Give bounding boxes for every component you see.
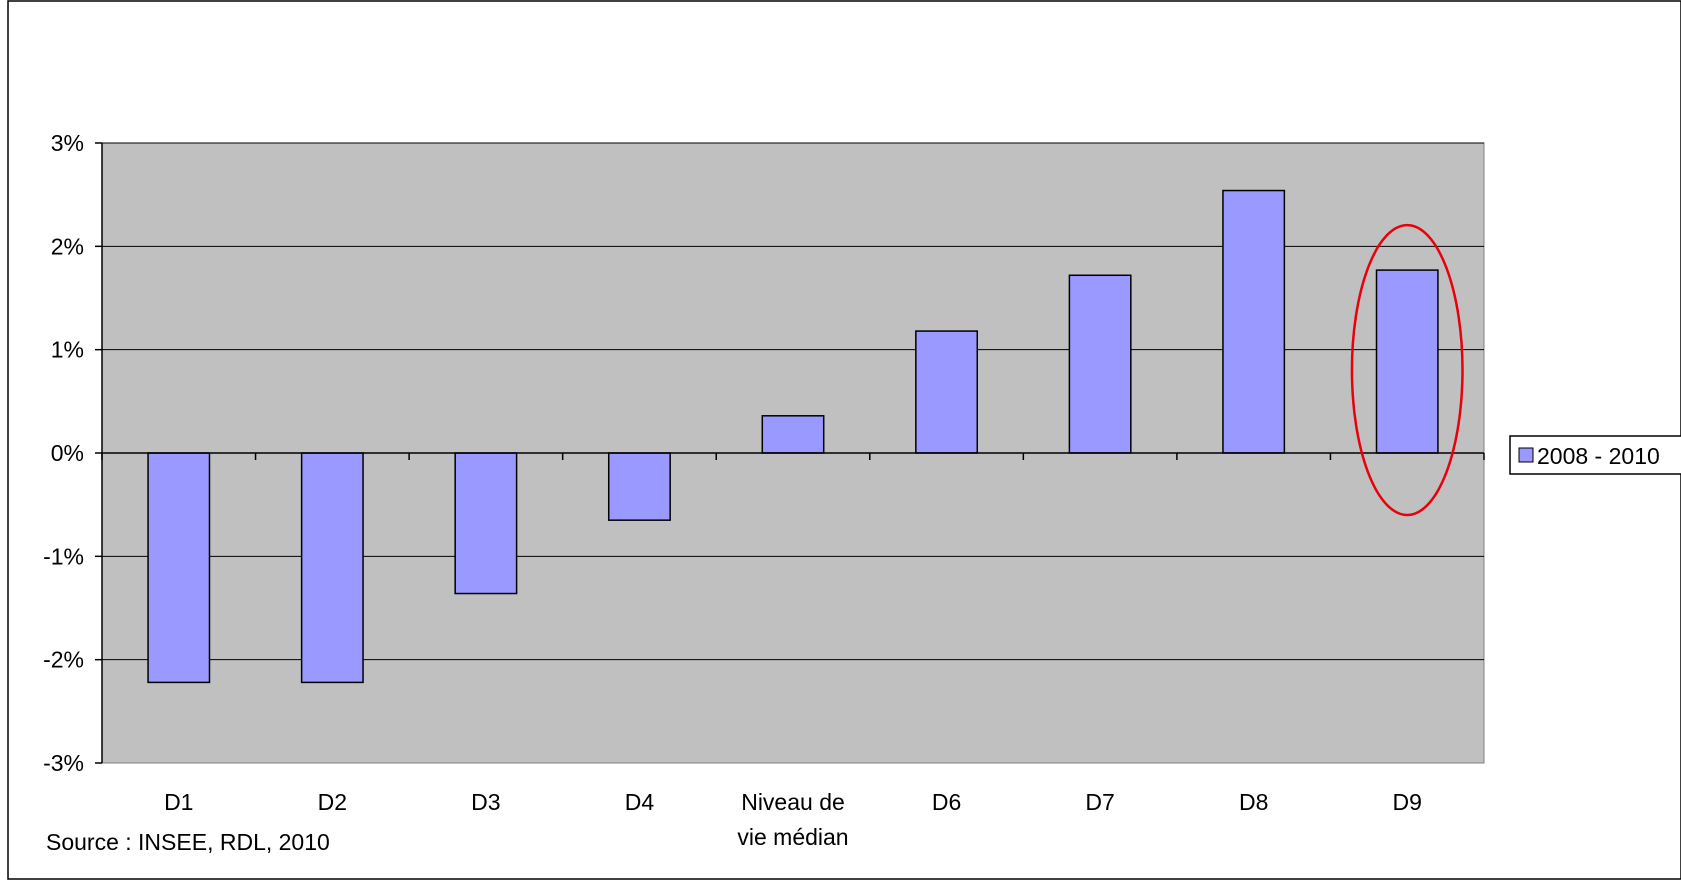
y-tick-label: 0%: [51, 440, 84, 466]
bars: [147, 189, 1439, 684]
y-tick-label: -1%: [43, 543, 84, 569]
bar: [761, 415, 825, 454]
x-tick-label: Niveau de vie médian: [737, 789, 848, 850]
bar: [1068, 274, 1132, 454]
x-tick-label-line: D2: [318, 789, 347, 815]
bar: [915, 330, 979, 454]
y-tick-label: 2%: [51, 233, 84, 259]
legend-box: [1509, 435, 1681, 475]
x-tick-label: D2: [318, 789, 347, 815]
x-tick-label: D6: [932, 789, 961, 815]
x-axis-labels: D1 D2 D3 D4 Niveau de vie médian D6 D7 D8 D9: [164, 789, 1422, 850]
legend-label: 2008 - 2010: [1537, 443, 1660, 469]
bar: [300, 452, 364, 684]
bar: [1222, 189, 1286, 454]
x-tick-label-line: D3: [471, 789, 500, 815]
x-tick-label: D1: [164, 789, 193, 815]
x-tick-label-line: D9: [1393, 789, 1422, 815]
x-tick-label-line: vie médian: [737, 824, 848, 850]
x-tick-label: D7: [1085, 789, 1114, 815]
bar: [454, 452, 518, 595]
x-tick-label-line: Niveau de: [741, 789, 845, 815]
y-tick-label: 3%: [51, 130, 84, 156]
x-tick-label-line: D4: [625, 789, 655, 815]
legend: 2008 - 2010: [1509, 435, 1681, 475]
bar: [1375, 269, 1439, 454]
x-tick-label-line: D6: [932, 789, 961, 815]
bar: [147, 452, 211, 684]
x-tick-label: D9: [1393, 789, 1422, 815]
x-axis: [101, 452, 1485, 460]
x-tick-label: D8: [1239, 789, 1268, 815]
x-tick-label: D3: [471, 789, 500, 815]
y-tick-label: -3%: [43, 750, 84, 776]
highlight-ellipse: [1350, 223, 1464, 517]
x-tick-label-line: D7: [1085, 789, 1114, 815]
x-tick-label-line: D8: [1239, 789, 1268, 815]
bar: [607, 452, 671, 521]
x-tick-label-line: D1: [164, 789, 193, 815]
x-tick-label: D4: [625, 789, 655, 815]
y-tick-label: -2%: [43, 647, 84, 673]
source-note: Source : INSEE, RDL, 2010: [46, 829, 330, 855]
y-tick-label: 1%: [51, 337, 84, 363]
legend-swatch: [1518, 447, 1534, 463]
